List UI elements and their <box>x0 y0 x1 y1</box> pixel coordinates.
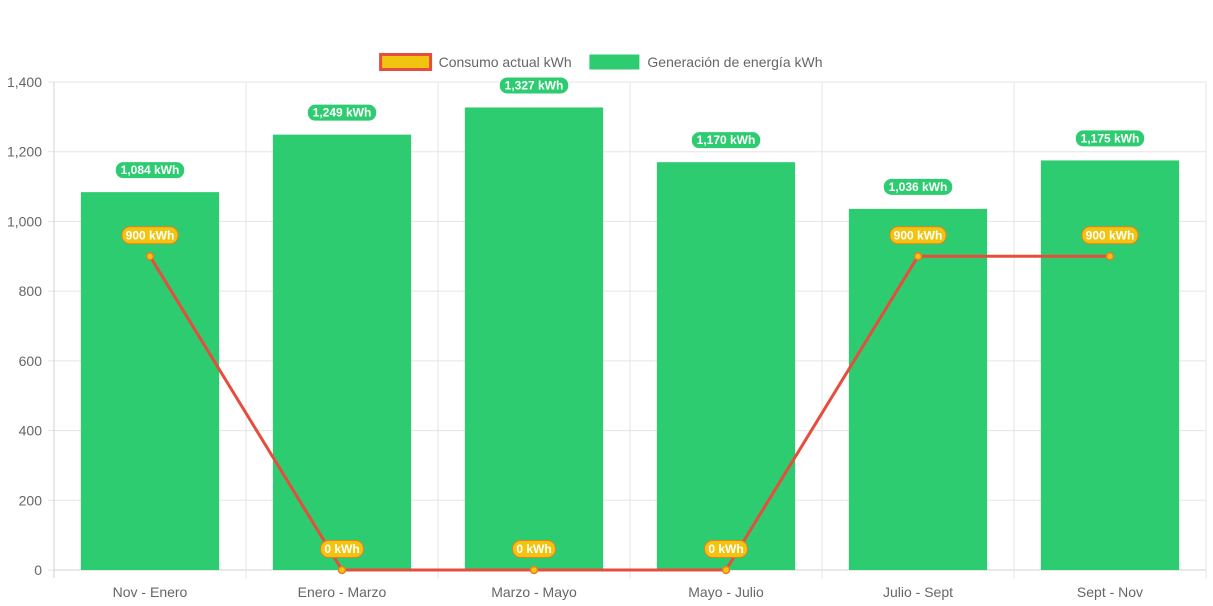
legend-item-consumo[interactable]: Consumo actual kWh <box>379 53 572 71</box>
line-point[interactable] <box>721 565 731 575</box>
bar-data-label-text: 1,036 kWh <box>889 180 948 194</box>
y-tick-label: 400 <box>19 423 43 439</box>
y-tick-label: 800 <box>19 283 43 299</box>
line-data-label: 0 kWh <box>320 540 364 558</box>
bar[interactable] <box>464 107 604 571</box>
line-data-label-bg <box>889 226 947 245</box>
y-tick-label: 0 <box>34 562 42 578</box>
consumo-line <box>148 254 1110 572</box>
x-tick-label: Julio - Sept <box>883 584 953 600</box>
bar-data-label-bg <box>690 131 762 150</box>
y-tick-label: 200 <box>19 492 43 508</box>
line-data-label-text: 0 kWh <box>324 542 359 556</box>
legend[interactable]: Consumo actual kWh Generación de energía … <box>379 53 823 71</box>
line-data-label-text: 900 kWh <box>1086 228 1135 242</box>
legend-item-consumo-label: Consumo actual kWh <box>439 54 572 70</box>
y-tick-label: 1,000 <box>7 213 42 229</box>
bar-data-label-bg <box>306 103 378 122</box>
line-point[interactable] <box>913 252 923 261</box>
bar[interactable] <box>1040 160 1180 570</box>
bar-data-label-text: 1,327 kWh <box>505 78 564 92</box>
bar[interactable] <box>656 162 796 570</box>
line-data-label-bg <box>1081 226 1139 245</box>
line-point[interactable] <box>529 565 539 575</box>
labels-layer: 1,084 kWh 1,249 kWh 1,327 kWh 1,170 kWh 1,03… <box>114 76 1146 558</box>
line-data-label: 0 kWh <box>512 540 556 558</box>
y-tick-label: 600 <box>19 353 43 369</box>
bar-data-label: 1,327 kWh <box>498 76 570 95</box>
line-point[interactable] <box>1105 252 1115 261</box>
bar-data-label: 1,249 kWh <box>306 103 378 122</box>
x-tick-label: Enero - Marzo <box>298 584 387 600</box>
line-data-label-text: 0 kWh <box>516 542 551 556</box>
line-data-label: 900 kWh <box>889 226 947 245</box>
bar-data-label: 1,175 kWh <box>1074 129 1146 148</box>
bar-data-label: 1,170 kWh <box>690 131 762 150</box>
x-tick-label: Marzo - Mayo <box>491 584 577 600</box>
legend-item-generacion[interactable]: Generación de energía kWh <box>589 54 823 70</box>
bar-data-label: 1,084 kWh <box>114 161 186 180</box>
bar[interactable] <box>848 208 988 570</box>
bar-data-label-text: 1,170 kWh <box>697 133 756 147</box>
line-data-label-bg <box>704 540 748 558</box>
line-data-label-bg <box>320 540 364 558</box>
legend-item-consumo-swatch <box>379 53 433 71</box>
line-point[interactable] <box>145 252 155 261</box>
bar-data-label-bg <box>498 76 570 95</box>
bar-data-label-text: 1,175 kWh <box>1081 131 1140 145</box>
line-data-label: 900 kWh <box>1081 226 1139 245</box>
line-data-label: 0 kWh <box>704 540 748 558</box>
y-tick-label: 1,400 <box>7 74 42 90</box>
bar-data-label-bg <box>114 161 186 180</box>
grid-layer: 0 200 400 600 800 1,000 1,200 1,400 Nov - Enero E… <box>7 74 1207 600</box>
line-data-label-text: 900 kWh <box>894 228 943 242</box>
line-data-label-text: 0 kWh <box>708 542 743 556</box>
line-layer <box>145 252 1115 575</box>
bar-data-label: 1,036 kWh <box>882 177 954 196</box>
x-tick-label: Nov - Enero <box>113 584 188 600</box>
x-tick-label: Mayo - Julio <box>688 584 764 600</box>
bar-data-label-bg <box>882 177 954 196</box>
bar-data-label-text: 1,249 kWh <box>313 106 372 120</box>
legend-item-generacion-swatch <box>589 54 640 70</box>
line-data-label-bg <box>121 226 179 245</box>
bar-data-label-bg <box>1074 129 1146 148</box>
line-point[interactable] <box>337 565 347 575</box>
bar-data-label-text: 1,084 kWh <box>121 163 180 177</box>
line-data-label-text: 900 kWh <box>126 228 175 242</box>
line-data-label: 900 kWh <box>121 226 179 245</box>
legend-item-generacion-label: Generación de energía kWh <box>647 54 822 70</box>
line-data-label-bg <box>512 540 556 558</box>
x-tick-label: Sept - Nov <box>1077 584 1143 600</box>
bar[interactable] <box>272 134 412 571</box>
y-tick-label: 1,200 <box>7 144 42 160</box>
bar[interactable] <box>80 192 220 571</box>
